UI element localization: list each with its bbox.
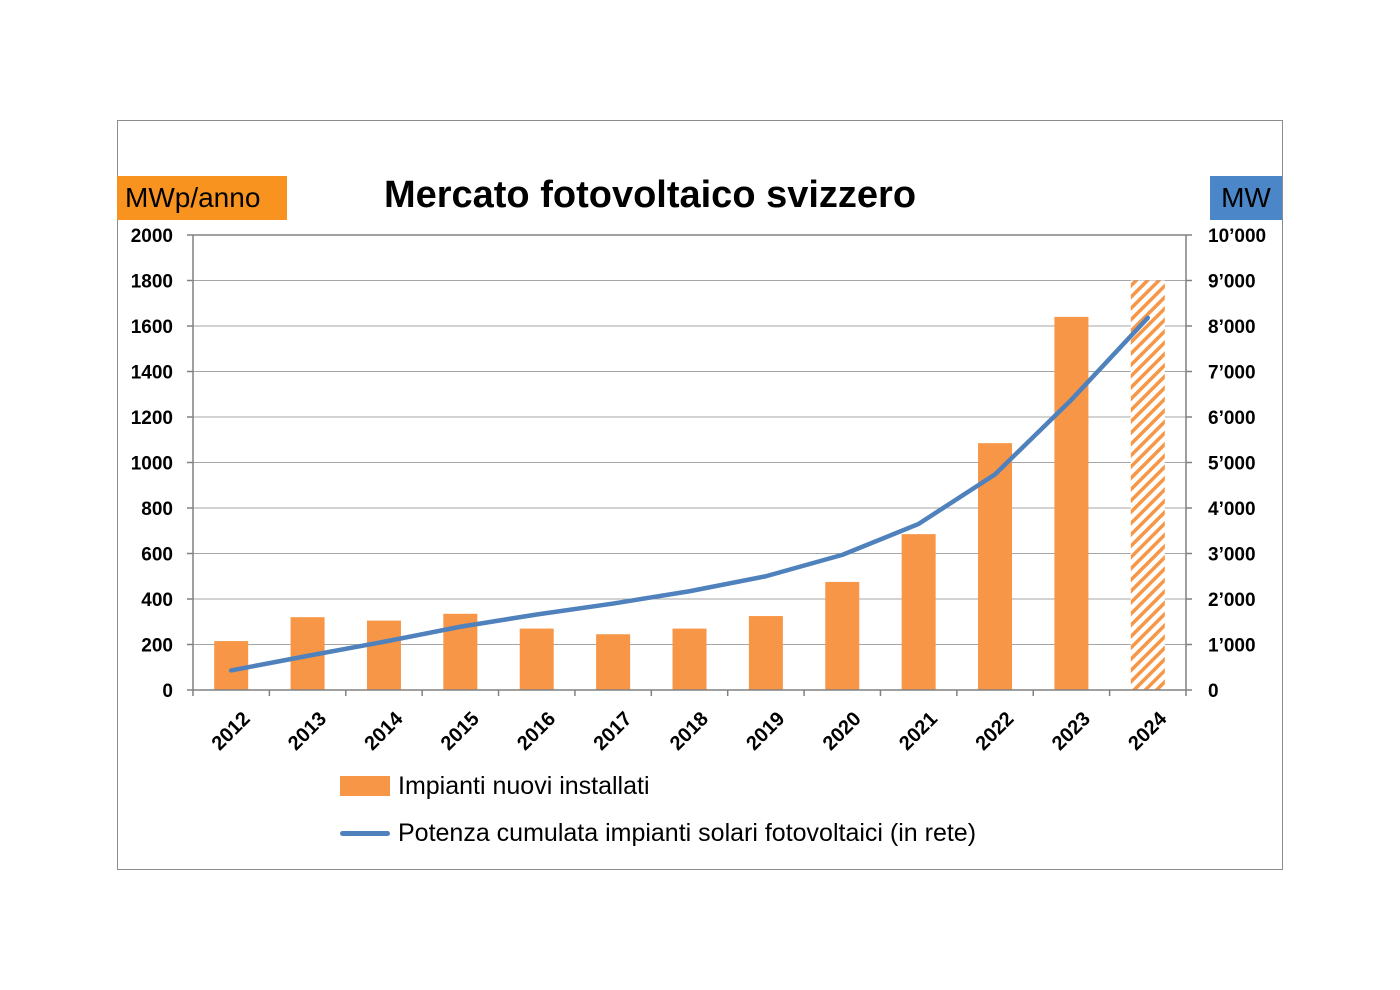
x-tick-label-2015: 2015 (437, 708, 484, 755)
axes (187, 234, 1192, 696)
right-y-tick-label: 8’000 (1208, 317, 1256, 338)
x-tick-label-2021: 2021 (895, 708, 942, 755)
bar-2021 (901, 534, 936, 690)
x-tick-label-2014: 2014 (360, 707, 408, 755)
x-tick-label-2018: 2018 (666, 708, 713, 755)
left-y-tick-label: 1200 (131, 408, 173, 429)
legend-swatch-bars (340, 776, 390, 796)
chart-title: Mercato fotovoltaico svizzero (383, 174, 917, 216)
legend-label-line: Potenza cumulata impianti solari fotovol… (398, 818, 977, 847)
right-y-tick-label: 5’000 (1208, 454, 1256, 475)
bar-2018 (672, 628, 707, 690)
right-y-tick-label: 4’000 (1208, 499, 1256, 520)
gridlines (193, 234, 1186, 645)
right-axis-unit-label: MW (1210, 176, 1282, 220)
left-axis-unit-label: MWp/anno (117, 176, 287, 220)
bar-2020 (825, 581, 860, 690)
bar-series (214, 280, 1165, 690)
left-y-tick-label: 1800 (131, 272, 173, 293)
left-y-tick-label: 800 (141, 499, 173, 520)
line-series (228, 315, 1151, 673)
right-y-tick-label: 3’000 (1208, 545, 1256, 566)
left-y-tick-label: 2000 (131, 226, 173, 247)
legend-label-bars: Impianti nuovi installati (398, 771, 650, 800)
chart-frame (117, 120, 1283, 870)
left-y-tick-label: 200 (141, 636, 173, 657)
x-tick-label-2022: 2022 (971, 708, 1018, 755)
bar-2019 (748, 616, 783, 690)
legend-item-bars: Impianti nuovi installati (340, 768, 650, 804)
x-tick-label-2019: 2019 (742, 708, 789, 755)
right-y-tick-label: 2’000 (1208, 590, 1256, 611)
bar-2014 (366, 620, 401, 690)
left-y-tick-label: 1400 (131, 363, 173, 384)
x-tick-label-2012: 2012 (208, 708, 255, 755)
x-tick-label-2024: 2024 (1124, 707, 1172, 755)
right-y-tick-label: 1’000 (1208, 636, 1256, 657)
left-y-tick-label: 0 (162, 681, 173, 702)
bar-2016 (519, 628, 554, 690)
right-y-tick-label: 7’000 (1208, 363, 1256, 384)
right-y-tick-label: 6’000 (1208, 408, 1256, 429)
right-y-tick-label: 0 (1208, 681, 1219, 702)
x-tick-label-2013: 2013 (284, 708, 331, 755)
left-y-tick-label: 1000 (131, 454, 173, 475)
left-y-tick-label: 1600 (131, 317, 173, 338)
right-y-tick-label: 10’000 (1208, 226, 1266, 247)
bar-2023 (1054, 316, 1089, 690)
x-tick-label-2020: 2020 (819, 708, 866, 755)
bar-2024 (1130, 280, 1165, 690)
legend-item-line: Potenza cumulata impianti solari fotovol… (340, 815, 976, 851)
x-tick-label-2016: 2016 (513, 708, 560, 755)
bar-2012 (214, 641, 249, 690)
right-y-tick-label: 9’000 (1208, 272, 1256, 293)
x-tick-label-2017: 2017 (590, 708, 637, 755)
left-y-tick-label: 600 (141, 545, 173, 566)
x-tick-label-2023: 2023 (1048, 708, 1095, 755)
legend-swatch-line (340, 830, 390, 836)
bar-2017 (596, 634, 631, 690)
left-y-tick-label: 400 (141, 590, 173, 611)
